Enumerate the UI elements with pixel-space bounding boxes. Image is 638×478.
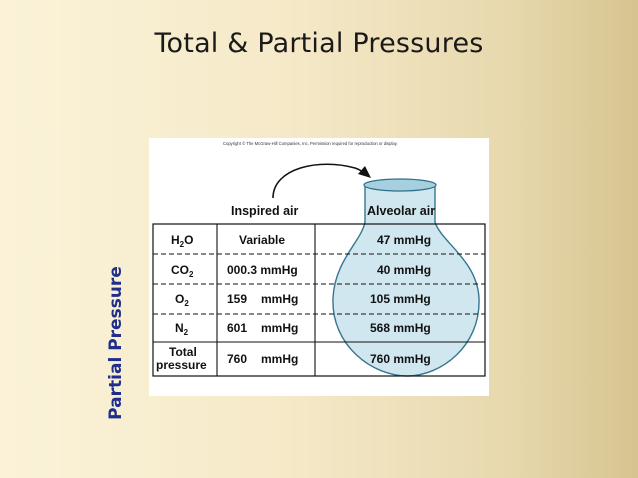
gas-label: O2 (175, 292, 189, 308)
inspired-value: 000.3 mmHg (227, 263, 298, 277)
flask-rim (363, 178, 437, 192)
inspired-unit: mmHg (261, 292, 299, 306)
alveolar-value: 568 mmHg (370, 321, 431, 335)
total-inspired-unit: mmHg (261, 352, 299, 366)
inspired-value: Variable (239, 233, 286, 247)
alveolar-value: 105 mmHg (370, 292, 431, 306)
header-alveolar: Alveolar air (367, 204, 436, 218)
alveolar-value: 47 mmHg (377, 233, 432, 247)
header-inspired: Inspired air (231, 204, 299, 218)
total-inspired-value: 760 (227, 352, 248, 366)
total-label-line2: pressure (156, 358, 207, 372)
side-label-text: Partial Pressure (106, 266, 126, 420)
slide-title: Total & Partial Pressures (154, 28, 484, 59)
curved-arrow (272, 163, 366, 199)
gas-label: CO2 (171, 263, 194, 279)
alveolar-value: 40 mmHg (377, 263, 432, 277)
inspired-value: 159 (227, 292, 248, 306)
figure-graphics (152, 163, 486, 377)
inspired-unit: mmHg (261, 321, 299, 335)
total-alveolar-value: 760 mmHg (370, 352, 431, 366)
gas-label: H2O (171, 233, 194, 249)
total-label-line1: Total (169, 345, 197, 359)
gas-label: N2 (175, 321, 189, 337)
copyright-note: Copyright © The McGraw-Hill Companies, I… (223, 141, 398, 146)
curved-arrow-head (358, 166, 371, 178)
inspired-value: 601 (227, 321, 248, 335)
pressure-figure: Copyright © The McGraw-Hill Companies, I… (149, 138, 489, 396)
side-label: Partial Pressure (101, 266, 131, 420)
